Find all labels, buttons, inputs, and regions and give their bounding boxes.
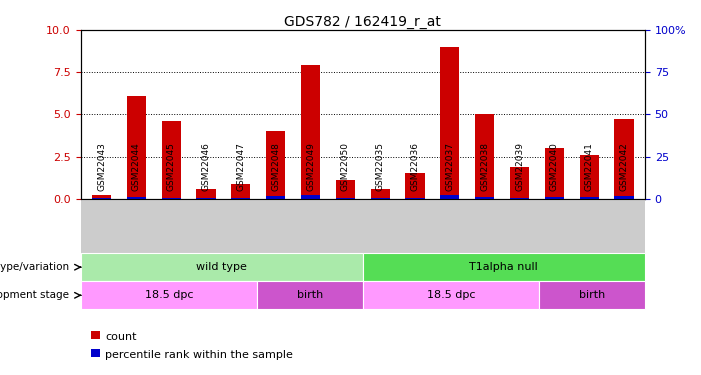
Bar (363, 281, 539, 309)
Bar (510, 166, 529, 199)
Bar (615, 196, 634, 199)
Bar (196, 189, 216, 199)
Bar (363, 253, 645, 281)
Bar (81, 281, 257, 309)
Bar (231, 184, 250, 199)
Bar (266, 196, 285, 199)
Bar (475, 114, 494, 199)
Text: 18.5 dpc: 18.5 dpc (144, 290, 193, 300)
Text: genotype/variation: genotype/variation (0, 262, 69, 272)
Bar (440, 47, 459, 199)
Bar (545, 197, 564, 199)
Bar (301, 65, 320, 199)
Title: GDS782 / 162419_r_at: GDS782 / 162419_r_at (285, 15, 441, 29)
Text: wild type: wild type (196, 262, 247, 272)
Bar (336, 180, 355, 199)
Bar (257, 281, 363, 309)
Bar (545, 148, 564, 199)
Bar (405, 173, 425, 199)
Bar (301, 195, 320, 199)
Text: count: count (105, 333, 137, 342)
Bar (127, 197, 146, 199)
Bar (162, 121, 181, 199)
Bar (336, 198, 355, 199)
Text: birth: birth (297, 290, 323, 300)
Text: development stage: development stage (0, 290, 69, 300)
Bar (539, 281, 645, 309)
Bar (615, 119, 634, 199)
Bar (371, 189, 390, 199)
Bar (127, 96, 146, 199)
Text: birth: birth (579, 290, 605, 300)
Bar (405, 198, 425, 199)
Bar (92, 195, 111, 199)
Bar (510, 198, 529, 199)
Bar (440, 195, 459, 199)
Bar (81, 253, 363, 281)
Text: T1alpha null: T1alpha null (470, 262, 538, 272)
Bar (580, 197, 599, 199)
Bar (266, 131, 285, 199)
Text: 18.5 dpc: 18.5 dpc (427, 290, 475, 300)
Bar (475, 197, 494, 199)
Bar (580, 155, 599, 199)
Text: percentile rank within the sample: percentile rank within the sample (105, 351, 293, 360)
